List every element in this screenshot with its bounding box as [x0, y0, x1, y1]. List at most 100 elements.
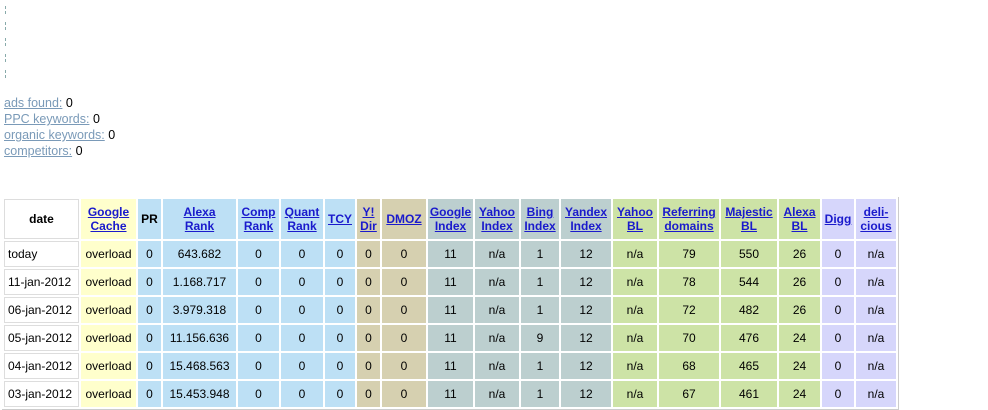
value-cell: 68	[659, 353, 719, 379]
value-cell: 0	[138, 325, 161, 351]
column-header-label[interactable]: Majestic BL	[725, 205, 772, 233]
value-cell: 11	[428, 325, 473, 351]
column-header-label[interactable]: deli-cious	[860, 205, 891, 233]
column-header-label[interactable]: Yandex Index	[565, 205, 607, 233]
column-header[interactable]: Quant Rank	[281, 199, 323, 239]
column-header[interactable]: Comp Rank	[238, 199, 279, 239]
value-cell: n/a	[856, 269, 896, 295]
value-cell: 482	[721, 297, 777, 323]
column-header[interactable]: Y! Dir	[357, 199, 380, 239]
header-line: deli-	[863, 205, 889, 219]
value-cell: 1.168.717	[163, 269, 236, 295]
column-header-label[interactable]: Bing Index	[524, 205, 555, 233]
value-cell: 11	[428, 381, 473, 407]
value-cell: 9	[521, 325, 559, 351]
column-header[interactable]: Alexa BL	[779, 199, 820, 239]
header-line: Google	[429, 205, 472, 219]
column-header-label[interactable]: Referring domains	[662, 205, 715, 233]
column-header[interactable]: TCY	[325, 199, 355, 239]
value-cell: n/a	[475, 241, 519, 267]
column-header-label[interactable]: Alexa Rank	[183, 205, 215, 233]
column-header[interactable]: deli-cious	[856, 199, 896, 239]
value-cell: 0	[822, 297, 854, 323]
value-cell: 26	[779, 297, 820, 323]
header-line: PR	[141, 212, 158, 226]
table-row: today overload 0 643.682 0 0 0 0 0 11 n/a 1 12 n/a 79 5…	[4, 241, 896, 267]
date-cell: 11-jan-2012	[4, 269, 79, 295]
column-header[interactable]: Google Index	[428, 199, 473, 239]
table-header-row: date Google Cache PR Alexa Rank Comp Rank Quant R…	[4, 199, 896, 239]
column-header-label[interactable]: Digg	[825, 212, 852, 226]
header-line: Cache	[90, 219, 127, 233]
column-header[interactable]: Google Cache	[81, 199, 136, 239]
value-cell: 0	[325, 297, 355, 323]
header-line: Yahoo	[616, 205, 653, 219]
column-header[interactable]: Referring domains	[659, 199, 719, 239]
column-header-label: PR	[141, 212, 158, 226]
value-cell: 79	[659, 241, 719, 267]
header-line: Index	[570, 219, 602, 233]
column-header[interactable]: Majestic BL	[721, 199, 777, 239]
value-cell: n/a	[856, 241, 896, 267]
value-cell: n/a	[475, 381, 519, 407]
value-cell: 0	[325, 325, 355, 351]
column-header[interactable]: DMOZ	[382, 199, 426, 239]
value-cell: 0	[357, 381, 380, 407]
column-header-label[interactable]: Yahoo Index	[479, 205, 515, 233]
value-cell: 550	[721, 241, 777, 267]
column-header-label[interactable]: TCY	[328, 212, 352, 226]
value-cell: 12	[561, 353, 611, 379]
column-header[interactable]: Bing Index	[521, 199, 559, 239]
value-cell: overload	[81, 353, 136, 379]
value-cell: 0	[357, 353, 380, 379]
value-cell: n/a	[856, 353, 896, 379]
column-header-label[interactable]: Google Cache	[88, 205, 129, 233]
value-cell: 11	[428, 297, 473, 323]
column-header-label[interactable]: Y! Dir	[360, 205, 377, 233]
header-line: DMOZ	[386, 212, 422, 226]
value-cell: overload	[81, 381, 136, 407]
stat-link[interactable]: PPC keywords:	[4, 112, 90, 126]
date-cell: 04-jan-2012	[4, 353, 79, 379]
stats-list: ads found: 0 PPC keywords: 0 organic key…	[4, 95, 115, 159]
header-line: Alexa	[783, 205, 816, 219]
column-header[interactable]: Yahoo Index	[475, 199, 519, 239]
header-line: Majestic	[725, 205, 773, 219]
table-row: 05-jan-2012 overload 0 11.156.636 0 0 0 0 0 11 n/a…	[4, 325, 896, 351]
value-cell: 0	[238, 297, 279, 323]
stat-link[interactable]: ads found:	[4, 96, 63, 110]
column-header[interactable]: Yahoo BL	[613, 199, 657, 239]
value-cell: 24	[779, 381, 820, 407]
value-cell: 465	[721, 353, 777, 379]
value-cell: 15.453.948	[163, 381, 236, 407]
stat-competitors: competitors: 0	[4, 143, 115, 159]
value-cell: 0	[238, 241, 279, 267]
header-line: Google	[87, 205, 130, 219]
value-cell: 24	[779, 325, 820, 351]
column-header-label[interactable]: Alexa BL	[783, 205, 815, 233]
column-header-label[interactable]: Yahoo BL	[617, 205, 653, 233]
header-line: Index	[434, 219, 467, 233]
value-cell: overload	[81, 325, 136, 351]
column-header-label[interactable]: Comp Rank	[242, 205, 276, 233]
value-cell: 72	[659, 297, 719, 323]
value-cell: n/a	[475, 297, 519, 323]
value-cell: overload	[81, 297, 136, 323]
column-header[interactable]: Yandex Index	[561, 199, 611, 239]
value-cell: 0	[822, 353, 854, 379]
value-cell: n/a	[613, 381, 657, 407]
header-line: Rank	[243, 219, 274, 233]
column-header-label[interactable]: DMOZ	[386, 212, 421, 226]
stat-link[interactable]: organic keywords:	[4, 128, 105, 142]
value-cell: n/a	[475, 269, 519, 295]
value-cell: n/a	[856, 381, 896, 407]
column-header[interactable]: Digg	[822, 199, 854, 239]
value-cell: 0	[238, 381, 279, 407]
column-header-label[interactable]: Quant Rank	[285, 205, 320, 233]
column-header[interactable]: Alexa Rank	[163, 199, 236, 239]
stat-link[interactable]: competitors:	[4, 144, 73, 158]
value-cell: 0	[357, 297, 380, 323]
column-header-label[interactable]: Google Index	[430, 205, 471, 233]
header-line: Alexa	[183, 205, 216, 219]
value-cell: overload	[81, 241, 136, 267]
